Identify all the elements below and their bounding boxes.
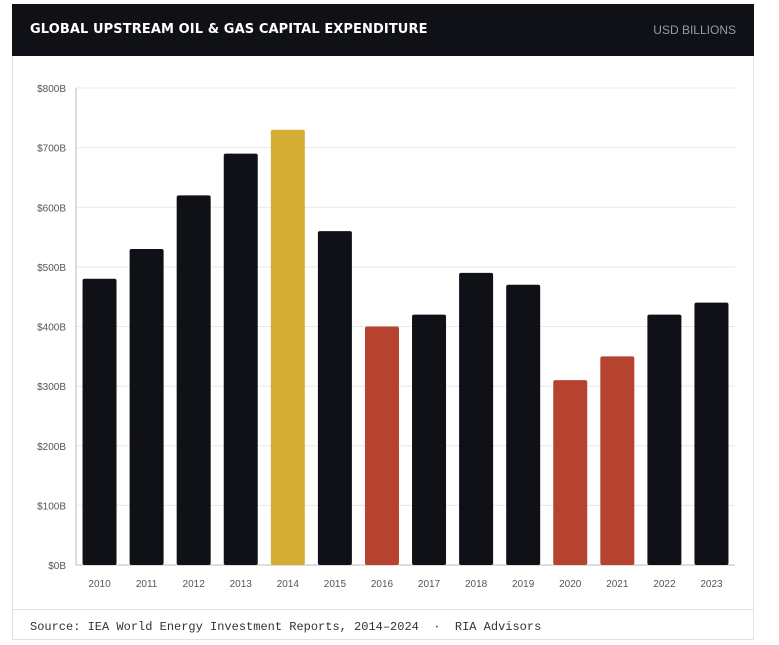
bar: [270, 129, 305, 566]
bar: [553, 380, 588, 565]
x-tick-label: 2012: [183, 579, 206, 590]
bar: [176, 195, 211, 565]
y-tick-label: $600B: [37, 203, 66, 214]
x-tick-label: 2023: [700, 579, 723, 590]
bar: [364, 326, 399, 565]
y-tick-label: $500B: [37, 263, 66, 274]
x-tick-label: 2021: [606, 579, 629, 590]
y-tick-label: $400B: [37, 323, 66, 334]
bar: [694, 302, 729, 565]
y-tick-label: $0B: [48, 561, 66, 572]
y-tick-label: $200B: [37, 442, 66, 453]
bar: [82, 278, 117, 565]
x-tick-label: 2014: [277, 579, 300, 590]
y-tick-label: $800B: [37, 84, 66, 95]
x-tick-label: 2020: [559, 579, 582, 590]
x-tick-label: 2013: [230, 579, 253, 590]
bar: [600, 356, 635, 565]
bar: [647, 314, 682, 565]
x-tick-label: 2010: [88, 579, 111, 590]
y-tick-label: $300B: [37, 382, 66, 393]
x-tick-label: 2022: [653, 579, 676, 590]
chart-title: GLOBAL UPSTREAM OIL & GAS CAPITAL EXPEND…: [30, 22, 428, 37]
bar: [129, 248, 164, 566]
unit-label: USD BILLIONS: [653, 23, 736, 37]
bar: [223, 153, 258, 565]
x-tick-label: 2015: [324, 579, 347, 590]
chart-header: GLOBAL UPSTREAM OIL & GAS CAPITAL EXPEND…: [12, 4, 754, 56]
footer-divider: [12, 609, 754, 610]
x-tick-label: 2017: [418, 579, 441, 590]
y-tick-label: $700B: [37, 144, 66, 155]
x-tick-label: 2011: [136, 579, 158, 590]
bar: [506, 284, 541, 565]
x-tick-label: 2018: [465, 579, 488, 590]
bar: [412, 314, 447, 565]
bar: [317, 231, 352, 565]
x-tick-label: 2019: [512, 579, 535, 590]
x-tick-label: 2016: [371, 579, 394, 590]
y-tick-label: $100B: [37, 501, 66, 512]
bar: [459, 272, 494, 565]
source-note: Source: IEA World Energy Investment Repo…: [30, 620, 542, 634]
